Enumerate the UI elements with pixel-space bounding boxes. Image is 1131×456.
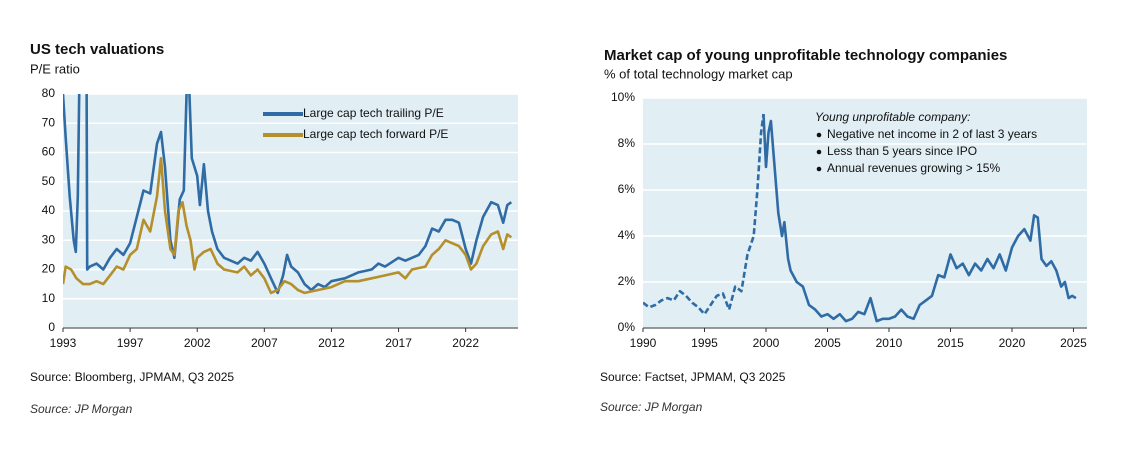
x-tick-label: 2025 — [1060, 336, 1087, 350]
series-line — [643, 113, 765, 316]
x-tick-label: 2002 — [184, 336, 211, 350]
series-line — [762, 114, 1077, 323]
series-line — [63, 94, 513, 295]
y-tick-label: 80 — [42, 86, 56, 100]
x-tick-label: 1990 — [630, 336, 657, 350]
x-tick-label: 2020 — [999, 336, 1026, 350]
bullet — [816, 132, 822, 138]
y-tick-label: 10% — [611, 90, 635, 104]
chart-title: Market cap of young unprofitable technol… — [604, 47, 1007, 64]
legend-label: Large cap tech trailing P/E — [303, 106, 444, 120]
credit-note: Source: JP Morgan — [30, 402, 133, 416]
x-tick-label: 2010 — [876, 336, 903, 350]
series-line — [63, 157, 513, 295]
series-layer — [63, 94, 513, 295]
y-tick-label: 60 — [42, 145, 56, 159]
source-note: Source: Factset, JPMAM, Q3 2025 — [600, 370, 786, 384]
annotation-item: Less than 5 years since IPO — [827, 144, 977, 158]
y-tick-label: 20 — [42, 262, 56, 276]
plot-area — [643, 98, 1087, 328]
y-tick-label: 0 — [48, 320, 55, 334]
x-tick-label: 2022 — [452, 336, 479, 350]
annotation-item: Annual revenues growing > 15% — [827, 161, 1000, 175]
y-tick-label: 8% — [618, 136, 636, 150]
x-tick-label: 2015 — [937, 336, 964, 350]
series-layer — [643, 113, 1077, 323]
y-tick-label: 10 — [42, 291, 56, 305]
x-tick-label: 1993 — [50, 336, 77, 350]
bullet — [816, 149, 822, 155]
credit-note: Source: JP Morgan — [600, 400, 703, 414]
source-note: Source: Bloomberg, JPMAM, Q3 2025 — [30, 370, 234, 384]
legend-label: Large cap tech forward P/E — [303, 127, 448, 141]
annotation-title: Young unprofitable company: — [815, 110, 970, 124]
y-tick-label: 4% — [618, 228, 636, 242]
y-tick-label: 6% — [618, 182, 636, 196]
y-tick-label: 40 — [42, 203, 56, 217]
x-tick-label: 2012 — [318, 336, 345, 350]
y-tick-label: 0% — [618, 320, 636, 334]
chart-subtitle: P/E ratio — [30, 61, 80, 76]
x-tick-label: 1997 — [117, 336, 144, 350]
y-tick-label: 70 — [42, 115, 56, 129]
x-tick-label: 2017 — [385, 336, 412, 350]
x-tick-label: 2007 — [251, 336, 278, 350]
y-tick-label: 30 — [42, 232, 56, 246]
chart-subtitle: % of total technology market cap — [604, 66, 793, 81]
y-tick-label: 50 — [42, 174, 56, 188]
annotation-item: Negative net income in 2 of last 3 years — [827, 127, 1037, 141]
x-tick-label: 2005 — [814, 336, 841, 350]
bullet — [816, 166, 822, 172]
chart-title: US tech valuations — [30, 41, 164, 58]
x-tick-label: 1995 — [691, 336, 718, 350]
x-tick-label: 2000 — [753, 336, 780, 350]
y-tick-label: 2% — [618, 274, 636, 288]
